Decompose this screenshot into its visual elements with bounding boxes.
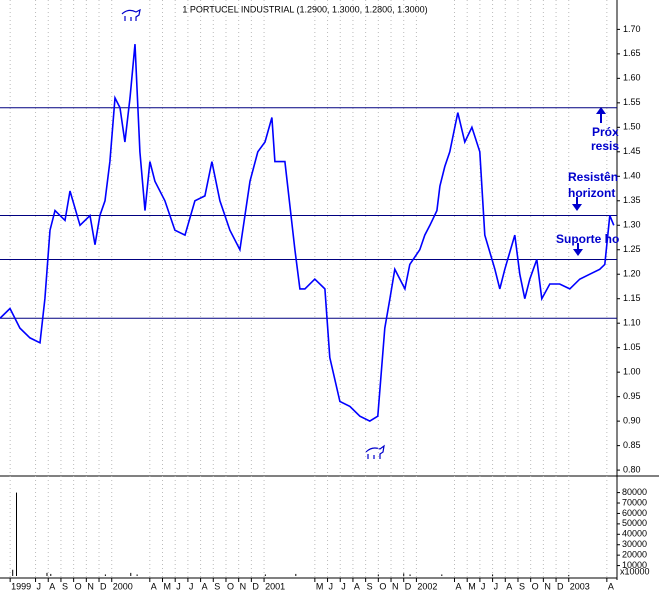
x-tick-label: J: [176, 581, 181, 591]
x-tick-label: A: [49, 581, 55, 591]
x-tick-label: N: [392, 581, 399, 591]
volume-unit: x10000: [620, 566, 650, 576]
annotation: resis: [591, 139, 619, 153]
x-tick-label: 2000: [113, 581, 133, 591]
bear-icon: [365, 444, 385, 459]
x-tick-label: M: [316, 581, 324, 591]
x-tick-label: O: [75, 581, 82, 591]
y-tick-label: 1.45: [623, 146, 641, 156]
x-tick-label: M: [468, 581, 476, 591]
x-tick-label: J: [341, 581, 346, 591]
x-tick-label: O: [227, 581, 234, 591]
y-tick-label: 1.30: [623, 220, 641, 230]
y-tick-label: 1.00: [623, 367, 641, 377]
y-tick-label: 1.40: [623, 171, 641, 181]
x-tick-label: 2001: [265, 581, 285, 591]
x-tick-label: D: [405, 581, 412, 591]
x-tick-label: A: [151, 581, 157, 591]
y-tick-label: 1.10: [623, 318, 641, 328]
volume-tick-label: 20000: [622, 550, 647, 560]
volume-tick-label: 30000: [622, 539, 647, 549]
y-tick-label: 1.50: [623, 122, 641, 132]
y-tick-label: 0.80: [623, 464, 641, 474]
y-tick-label: 0.95: [623, 391, 641, 401]
x-tick-label: A: [354, 581, 360, 591]
x-tick-label: S: [367, 581, 373, 591]
volume-tick-label: 80000: [622, 487, 647, 497]
x-tick-label: S: [62, 581, 68, 591]
x-tick-label: D: [557, 581, 564, 591]
x-tick-label: 2003: [570, 581, 590, 591]
arrows: [572, 107, 606, 256]
x-tick-label: N: [87, 581, 94, 591]
y-tick-label: 0.90: [623, 416, 641, 426]
y-tick-label: 1.55: [623, 97, 641, 107]
y-tick-label: 1.15: [623, 293, 641, 303]
y-tick-label: 0.85: [623, 440, 641, 450]
volume-tick-label: 40000: [622, 529, 647, 539]
annotation: Suporte ho: [556, 232, 619, 246]
annotation: Resistên: [568, 170, 618, 184]
x-tick-label: J: [494, 581, 499, 591]
volume-tick-label: 10000: [622, 560, 647, 570]
x-tick-label: J: [481, 581, 486, 591]
x-tick-label: D: [252, 581, 259, 591]
x-tick-label: 2002: [417, 581, 437, 591]
chart-title: 1 PORTUCEL INDUSTRIAL (1.2900, 1.3000, 1…: [182, 4, 427, 14]
x-tick-label: 1999: [11, 581, 31, 591]
y-tick-label: 1.25: [623, 244, 641, 254]
x-tick-label: M: [164, 581, 172, 591]
volume-tick-label: 60000: [622, 508, 647, 518]
x-tick-label: O: [379, 581, 386, 591]
y-tick-label: 1.60: [623, 73, 641, 83]
x-tick-label: A: [202, 581, 208, 591]
x-tick-label: N: [240, 581, 247, 591]
x-tick-label: O: [532, 581, 539, 591]
x-tick-label: A: [455, 581, 461, 591]
annotation: horizont: [568, 186, 615, 200]
y-tick-label: 1.05: [623, 342, 641, 352]
bull-icon: [121, 8, 141, 21]
x-tick-label: J: [37, 581, 42, 591]
x-tick-label: D: [100, 581, 107, 591]
x-tick-label: A: [506, 581, 512, 591]
x-tick-label: A: [608, 581, 614, 591]
x-tick-label: N: [544, 581, 551, 591]
x-tick-label: J: [189, 581, 194, 591]
y-tick-label: 1.35: [623, 195, 641, 205]
y-tick-label: 1.70: [623, 24, 641, 34]
x-tick-label: S: [214, 581, 220, 591]
x-tick-label: J: [329, 581, 334, 591]
y-tick-label: 1.20: [623, 269, 641, 279]
volume-tick-label: 70000: [622, 497, 647, 507]
annotation: Próx: [592, 125, 619, 139]
y-tick-label: 1.65: [623, 48, 641, 58]
volume-tick-label: 50000: [622, 518, 647, 528]
price-line: [0, 44, 615, 423]
x-tick-label: S: [519, 581, 525, 591]
